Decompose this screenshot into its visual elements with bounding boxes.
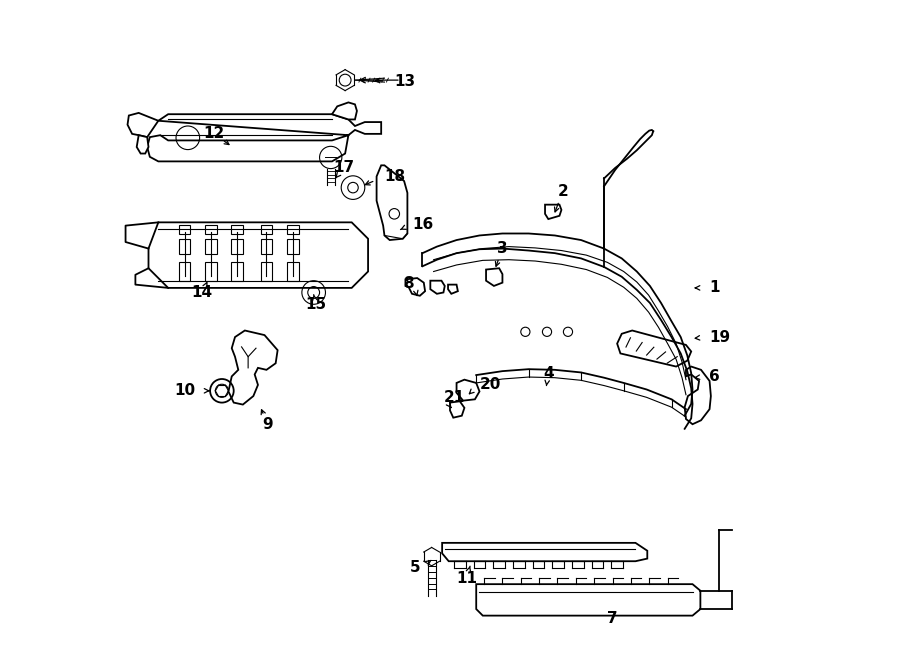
Text: 15: 15 bbox=[305, 297, 326, 312]
Polygon shape bbox=[229, 330, 277, 405]
Polygon shape bbox=[148, 114, 382, 161]
Polygon shape bbox=[476, 584, 700, 615]
Polygon shape bbox=[685, 367, 711, 424]
Polygon shape bbox=[405, 278, 425, 295]
Polygon shape bbox=[430, 281, 445, 293]
Bar bbox=[178, 225, 191, 234]
Text: 16: 16 bbox=[412, 217, 433, 232]
Bar bbox=[261, 262, 273, 282]
Text: 17: 17 bbox=[333, 161, 355, 175]
Polygon shape bbox=[376, 165, 408, 240]
Text: 14: 14 bbox=[192, 285, 212, 300]
Polygon shape bbox=[332, 102, 357, 120]
Text: 1: 1 bbox=[709, 280, 719, 295]
Text: 11: 11 bbox=[456, 570, 477, 586]
Polygon shape bbox=[545, 205, 562, 219]
Bar bbox=[231, 239, 243, 254]
Bar bbox=[205, 239, 217, 254]
Text: 8: 8 bbox=[403, 276, 414, 291]
Text: 6: 6 bbox=[709, 369, 720, 384]
Polygon shape bbox=[448, 285, 458, 293]
Text: 9: 9 bbox=[263, 417, 273, 432]
Text: 12: 12 bbox=[203, 126, 225, 141]
Text: 7: 7 bbox=[608, 611, 618, 627]
Text: 2: 2 bbox=[557, 184, 568, 199]
Bar bbox=[231, 262, 243, 282]
Polygon shape bbox=[137, 136, 148, 153]
Text: 10: 10 bbox=[175, 383, 195, 399]
Polygon shape bbox=[486, 268, 502, 286]
Text: 18: 18 bbox=[384, 169, 406, 184]
Polygon shape bbox=[617, 330, 691, 367]
Text: 20: 20 bbox=[480, 377, 501, 392]
Text: 3: 3 bbox=[497, 241, 508, 256]
Polygon shape bbox=[450, 401, 464, 418]
Polygon shape bbox=[148, 222, 368, 288]
Bar bbox=[287, 239, 299, 254]
Bar bbox=[205, 262, 217, 282]
Text: 5: 5 bbox=[410, 561, 420, 575]
Polygon shape bbox=[442, 543, 647, 561]
Bar bbox=[231, 225, 243, 234]
Text: 4: 4 bbox=[543, 366, 553, 381]
Bar bbox=[178, 262, 191, 282]
Bar bbox=[287, 225, 299, 234]
Text: 13: 13 bbox=[394, 74, 416, 89]
Bar bbox=[205, 225, 217, 234]
Bar bbox=[287, 262, 299, 282]
Polygon shape bbox=[128, 113, 158, 137]
Bar bbox=[261, 239, 273, 254]
Polygon shape bbox=[456, 379, 480, 401]
Text: 21: 21 bbox=[444, 390, 464, 405]
Bar bbox=[178, 239, 191, 254]
Text: 19: 19 bbox=[709, 330, 730, 344]
Bar bbox=[261, 225, 273, 234]
